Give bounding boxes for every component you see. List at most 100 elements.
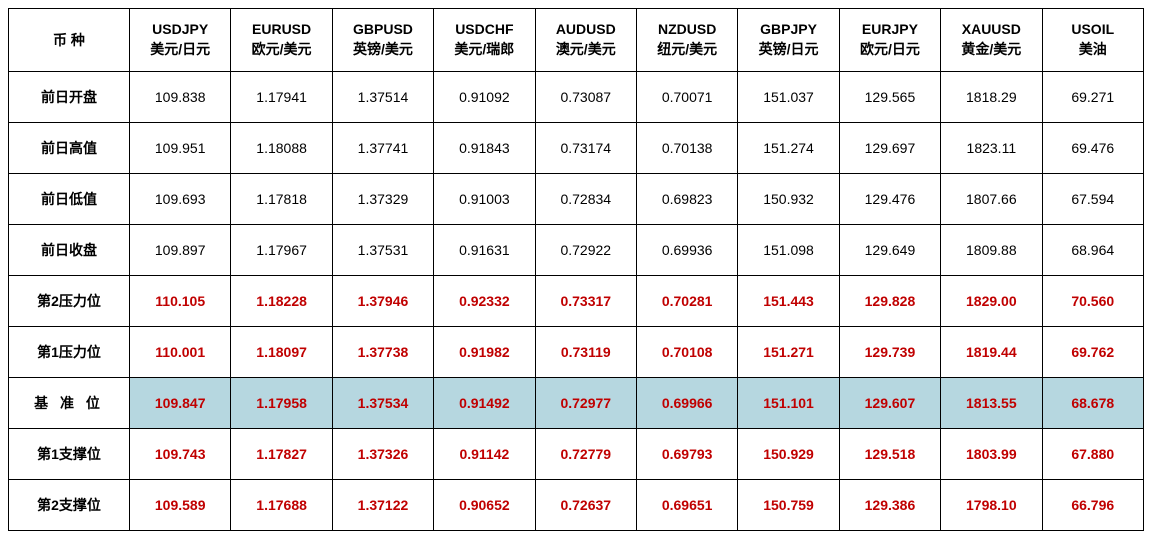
data-cell: 129.386 bbox=[839, 480, 940, 531]
table-row: 前日开盘109.8381.179411.375140.910920.730870… bbox=[9, 72, 1144, 123]
data-cell: 0.72637 bbox=[535, 480, 636, 531]
col-desc: 黄金/美元 bbox=[941, 40, 1041, 60]
data-cell: 0.92332 bbox=[434, 276, 535, 327]
table-row: 前日低值109.6931.178181.373290.910030.728340… bbox=[9, 174, 1144, 225]
data-cell: 1818.29 bbox=[941, 72, 1042, 123]
data-cell: 150.929 bbox=[738, 429, 839, 480]
data-cell: 0.69936 bbox=[636, 225, 737, 276]
col-desc: 澳元/美元 bbox=[536, 40, 636, 60]
data-cell: 0.69651 bbox=[636, 480, 737, 531]
table-row: 基 准 位109.8471.179581.375340.914920.72977… bbox=[9, 378, 1144, 429]
data-cell: 1.17688 bbox=[231, 480, 332, 531]
col-symbol: EURJPY bbox=[840, 20, 940, 40]
data-cell: 1803.99 bbox=[941, 429, 1042, 480]
col-symbol: NZDUSD bbox=[637, 20, 737, 40]
row-label: 第2支撑位 bbox=[9, 480, 130, 531]
col-desc: 英镑/美元 bbox=[333, 40, 433, 60]
data-cell: 69.762 bbox=[1042, 327, 1143, 378]
data-cell: 69.476 bbox=[1042, 123, 1143, 174]
data-cell: 109.951 bbox=[130, 123, 231, 174]
data-cell: 1.37741 bbox=[332, 123, 433, 174]
data-cell: 0.73174 bbox=[535, 123, 636, 174]
col-desc: 美元/日元 bbox=[130, 40, 230, 60]
data-cell: 0.69966 bbox=[636, 378, 737, 429]
data-cell: 129.607 bbox=[839, 378, 940, 429]
data-cell: 1.17818 bbox=[231, 174, 332, 225]
table-row: 第1压力位110.0011.180971.377380.919820.73119… bbox=[9, 327, 1144, 378]
col-desc: 欧元/美元 bbox=[231, 40, 331, 60]
col-header: XAUUSD 黄金/美元 bbox=[941, 9, 1042, 72]
data-cell: 0.91003 bbox=[434, 174, 535, 225]
data-cell: 67.880 bbox=[1042, 429, 1143, 480]
data-cell: 129.649 bbox=[839, 225, 940, 276]
col-symbol: AUDUSD bbox=[536, 20, 636, 40]
data-cell: 0.69823 bbox=[636, 174, 737, 225]
data-cell: 1.37946 bbox=[332, 276, 433, 327]
data-cell: 109.743 bbox=[130, 429, 231, 480]
data-cell: 151.274 bbox=[738, 123, 839, 174]
data-cell: 1798.10 bbox=[941, 480, 1042, 531]
data-cell: 129.697 bbox=[839, 123, 940, 174]
data-cell: 110.001 bbox=[130, 327, 231, 378]
col-symbol: USDJPY bbox=[130, 20, 230, 40]
data-cell: 151.098 bbox=[738, 225, 839, 276]
data-cell: 151.443 bbox=[738, 276, 839, 327]
data-cell: 1.37326 bbox=[332, 429, 433, 480]
data-cell: 1.37534 bbox=[332, 378, 433, 429]
data-cell: 1.18088 bbox=[231, 123, 332, 174]
col-desc: 美油 bbox=[1043, 40, 1143, 60]
col-desc: 欧元/日元 bbox=[840, 40, 940, 60]
data-cell: 109.589 bbox=[130, 480, 231, 531]
data-cell: 1.17827 bbox=[231, 429, 332, 480]
data-cell: 110.105 bbox=[130, 276, 231, 327]
data-cell: 0.73317 bbox=[535, 276, 636, 327]
data-cell: 129.739 bbox=[839, 327, 940, 378]
data-cell: 129.828 bbox=[839, 276, 940, 327]
data-cell: 129.565 bbox=[839, 72, 940, 123]
row-label: 前日低值 bbox=[9, 174, 130, 225]
data-cell: 1.37531 bbox=[332, 225, 433, 276]
col-symbol: XAUUSD bbox=[941, 20, 1041, 40]
data-cell: 0.91843 bbox=[434, 123, 535, 174]
col-header: USOIL 美油 bbox=[1042, 9, 1143, 72]
row-label: 前日收盘 bbox=[9, 225, 130, 276]
data-cell: 0.91092 bbox=[434, 72, 535, 123]
data-cell: 129.518 bbox=[839, 429, 940, 480]
row-label: 前日高值 bbox=[9, 123, 130, 174]
row-label: 前日开盘 bbox=[9, 72, 130, 123]
data-cell: 0.90652 bbox=[434, 480, 535, 531]
data-cell: 1813.55 bbox=[941, 378, 1042, 429]
col-header: AUDUSD 澳元/美元 bbox=[535, 9, 636, 72]
data-cell: 0.69793 bbox=[636, 429, 737, 480]
col-header: EURJPY 欧元/日元 bbox=[839, 9, 940, 72]
data-cell: 1807.66 bbox=[941, 174, 1042, 225]
data-cell: 129.476 bbox=[839, 174, 940, 225]
data-cell: 109.693 bbox=[130, 174, 231, 225]
data-cell: 151.037 bbox=[738, 72, 839, 123]
data-cell: 150.759 bbox=[738, 480, 839, 531]
col-header: EURUSD 欧元/美元 bbox=[231, 9, 332, 72]
table-row: 前日高值109.9511.180881.377410.918430.731740… bbox=[9, 123, 1144, 174]
data-cell: 70.560 bbox=[1042, 276, 1143, 327]
data-cell: 1.17941 bbox=[231, 72, 332, 123]
col-desc: 纽元/美元 bbox=[637, 40, 737, 60]
table-row: 第2压力位110.1051.182281.379460.923320.73317… bbox=[9, 276, 1144, 327]
col-desc: 美元/瑞郎 bbox=[434, 40, 534, 60]
data-cell: 1829.00 bbox=[941, 276, 1042, 327]
data-cell: 68.964 bbox=[1042, 225, 1143, 276]
data-cell: 1809.88 bbox=[941, 225, 1042, 276]
data-cell: 0.72834 bbox=[535, 174, 636, 225]
data-cell: 69.271 bbox=[1042, 72, 1143, 123]
data-cell: 1.37738 bbox=[332, 327, 433, 378]
data-cell: 0.70071 bbox=[636, 72, 737, 123]
col-header: USDJPY 美元/日元 bbox=[130, 9, 231, 72]
data-cell: 109.847 bbox=[130, 378, 231, 429]
row-label: 第1压力位 bbox=[9, 327, 130, 378]
col-header: GBPUSD 英镑/美元 bbox=[332, 9, 433, 72]
data-cell: 0.70138 bbox=[636, 123, 737, 174]
data-cell: 0.70281 bbox=[636, 276, 737, 327]
header-row: 币 种 USDJPY 美元/日元 EURUSD 欧元/美元 GBPUSD 英镑/… bbox=[9, 9, 1144, 72]
data-cell: 150.932 bbox=[738, 174, 839, 225]
col-symbol: GBPJPY bbox=[738, 20, 838, 40]
data-cell: 0.91142 bbox=[434, 429, 535, 480]
